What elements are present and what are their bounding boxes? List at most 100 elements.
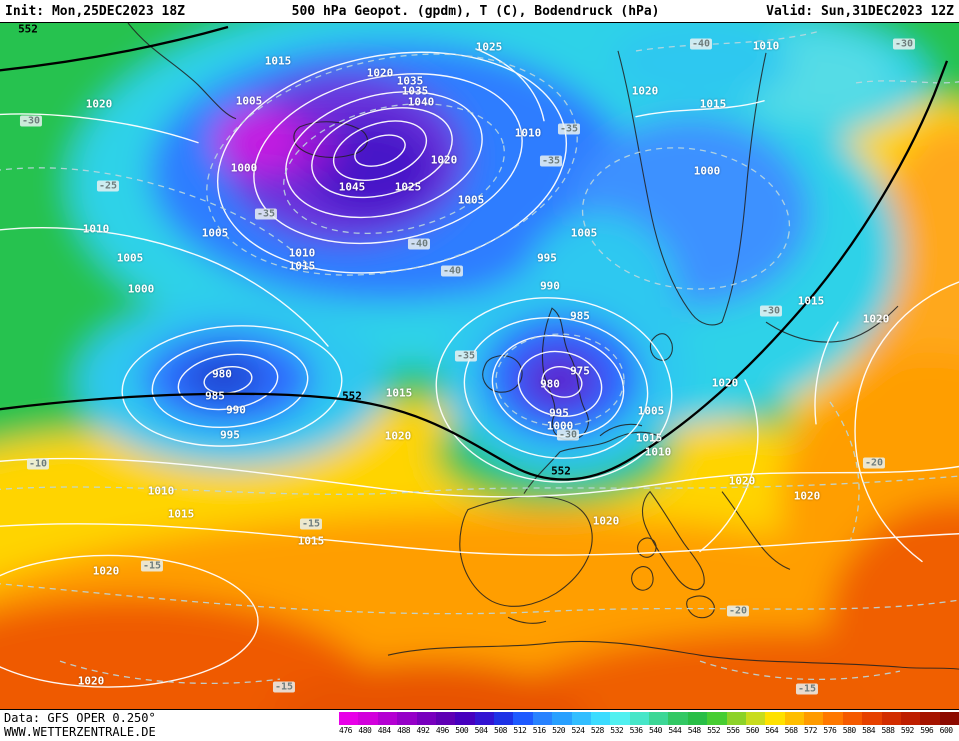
pressure-label: 1035 — [401, 84, 429, 98]
colorbar-value: 572 — [804, 726, 817, 735]
colorbar-swatch — [416, 712, 436, 725]
colorbar-tick: 556 — [726, 712, 746, 741]
temperature-label: -35 — [557, 123, 581, 135]
colorbar-tick: 536 — [629, 712, 649, 741]
colorbar-tick: 504 — [474, 712, 494, 741]
colorbar-tick: 576 — [823, 712, 843, 741]
colorbar-tick: 592 — [900, 712, 921, 741]
colorbar-swatch — [784, 712, 804, 725]
pressure-isobars — [0, 48, 959, 688]
colorbar-swatch — [862, 712, 882, 725]
temperature-label: -15 — [795, 683, 819, 695]
data-source: Data: GFS OPER 0.250° — [4, 711, 156, 725]
pressure-label: 1010 — [147, 484, 175, 498]
temperature-label: -30 — [892, 38, 916, 50]
pressure-label: 1020 — [366, 66, 394, 80]
pressure-label: 1015 — [264, 54, 292, 68]
colorbar-swatch — [687, 712, 708, 725]
pressure-label: 1010 — [644, 445, 672, 459]
temperature-label: -35 — [539, 155, 563, 167]
colorbar-value: 564 — [765, 726, 779, 735]
pressure-label: 1020 — [85, 97, 113, 111]
colorbar-swatch — [939, 712, 959, 725]
credits: Data: GFS OPER 0.250° WWW.WETTERZENTRALE… — [0, 710, 156, 741]
colorbar-value: 560 — [745, 726, 759, 735]
colorbar-value: 584 — [862, 726, 876, 735]
colorbar-tick: 484 — [377, 712, 398, 741]
pressure-label: 1015 — [699, 97, 727, 111]
temperature-label: -35 — [254, 208, 278, 220]
pressure-label: 1015 — [635, 431, 663, 445]
colorbar-value: 592 — [900, 726, 914, 735]
colorbar-value: 576 — [823, 726, 837, 735]
colorbar-tick: 532 — [610, 712, 630, 741]
colorbar-tick: 540 — [649, 712, 669, 741]
colorbar-swatch — [455, 712, 475, 725]
pressure-label: 995 — [549, 406, 569, 420]
pressure-label: 1015 — [385, 386, 413, 400]
map-footer: Data: GFS OPER 0.250° WWW.WETTERZENTRALE… — [0, 710, 959, 741]
map-canvas — [0, 23, 959, 709]
colorbar-tick: 544 — [668, 712, 688, 741]
colorbar-swatch — [823, 712, 843, 725]
pressure-label: 1005 — [570, 226, 598, 240]
colorbar-swatch — [590, 712, 611, 725]
colorbar-value: 552 — [707, 726, 721, 735]
colorbar-swatch — [339, 712, 359, 725]
colorbar-swatch — [804, 712, 824, 725]
pressure-label: 1010 — [82, 222, 110, 236]
colorbar-swatch — [435, 712, 456, 725]
colorbar-swatch — [668, 712, 688, 725]
pressure-label: 995 — [537, 251, 557, 265]
colorbar-tick: 508 — [494, 712, 514, 741]
temperature-label: -30 — [556, 429, 580, 441]
colorbar-swatch — [552, 712, 572, 725]
geopotential-contour-552 — [0, 25, 949, 481]
pressure-label: 1015 — [167, 507, 195, 521]
geopotential-label: 552 — [342, 389, 362, 403]
temperature-label: -20 — [726, 605, 750, 617]
pressure-label: 1000 — [127, 282, 155, 296]
colorbar-value: 488 — [397, 726, 411, 735]
pressure-label: 990 — [226, 403, 246, 417]
colorbar-tick: 600 — [939, 712, 959, 741]
valid-datetime: Valid: Sun,31DEC2023 12Z — [766, 3, 954, 19]
pressure-label: 1020 — [862, 312, 890, 326]
pressure-label: 1020 — [711, 376, 739, 390]
colorbar-swatch — [745, 712, 766, 725]
geopotential-colorbar: 476 480 484 488 492 496 500 504 508 512 516 520 524 5… — [339, 710, 959, 741]
colorbar-swatch — [629, 712, 649, 725]
pressure-label: 1020 — [631, 84, 659, 98]
colorbar-swatch — [532, 712, 553, 725]
colorbar-tick: 572 — [804, 712, 824, 741]
colorbar-value: 532 — [610, 726, 624, 735]
colorbar-swatch — [610, 712, 630, 725]
colorbar-value: 528 — [590, 726, 604, 735]
pressure-label: 1025 — [394, 180, 422, 194]
init-datetime: Init: Mon,25DEC2023 18Z — [5, 3, 186, 19]
temperature-label: -40 — [440, 265, 464, 277]
pressure-label: 985 — [205, 389, 225, 403]
colorbar-value: 476 — [339, 726, 352, 735]
temperature-label: -20 — [862, 457, 886, 469]
colorbar-value: 504 — [474, 726, 488, 735]
colorbar-tick: 480 — [358, 712, 378, 741]
colorbar-value: 512 — [513, 726, 527, 735]
contour-labels-layer: 1015 1020 1035 1035 1040 1025 1010 1020 1005 1000… — [0, 23, 959, 709]
pressure-label: 1000 — [230, 161, 258, 175]
pressure-label: 1010 — [514, 126, 542, 140]
pressure-label: 1020 — [430, 153, 458, 167]
colorbar-swatch — [765, 712, 785, 725]
colorbar-tick: 552 — [707, 712, 727, 741]
geopotential-label: 552 — [18, 22, 38, 36]
geopotential-label: 552 — [551, 464, 571, 478]
colorbar-value: 548 — [687, 726, 701, 735]
pressure-label: 1020 — [793, 489, 821, 503]
pressure-label: 1045 — [338, 180, 366, 194]
temperature-label: -15 — [140, 560, 164, 572]
colorbar-tick: 524 — [571, 712, 591, 741]
colorbar-swatch — [571, 712, 591, 725]
temperature-label: -30 — [759, 305, 783, 317]
colorbar-tick: 516 — [532, 712, 553, 741]
